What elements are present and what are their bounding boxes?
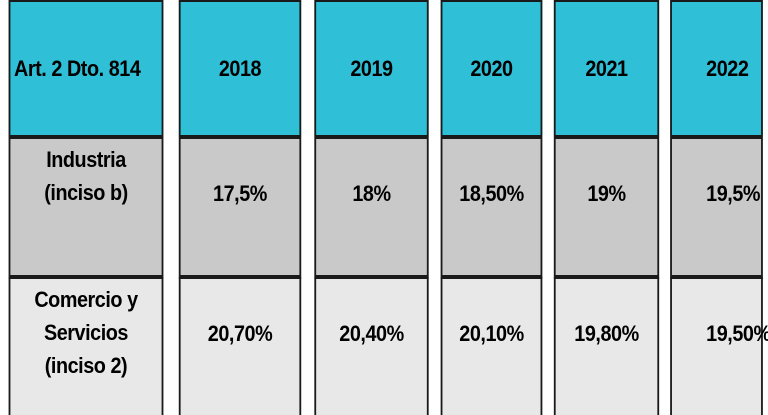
row-label-industria: Industria (inciso b) (8, 137, 164, 277)
table-cell: 19,5% (670, 137, 763, 277)
table-cell: 20,10% (440, 277, 543, 415)
table-cell: 18,50% (440, 137, 543, 277)
header-cell-2022: 2022 (670, 0, 763, 137)
header-cell-2018: 2018 (178, 0, 302, 137)
table-cell: 17,5% (178, 137, 302, 277)
table-cell: 19,80% (553, 277, 660, 415)
table-cell: 20,40% (314, 277, 429, 415)
table-cell: 18% (314, 137, 429, 277)
header-cell-2019: 2019 (314, 0, 429, 137)
header-cell-label: Art. 2 Dto. 814 (8, 0, 164, 137)
header-cell-2020: 2020 (440, 0, 543, 137)
table-cell: 19% (553, 137, 660, 277)
header-cell-2021: 2021 (553, 0, 660, 137)
table-cell: 20,70% (178, 277, 302, 415)
row-label-comercio: Comercio y Servicios (inciso 2) (8, 277, 164, 415)
table-cell: 19,50% (670, 277, 768, 415)
